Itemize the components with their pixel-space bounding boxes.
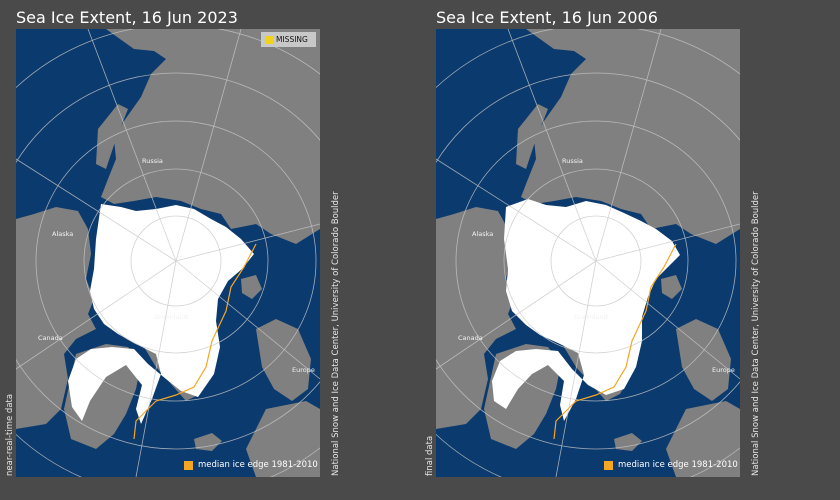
land-europe-south: [246, 401, 320, 477]
region-label-canada: Canada: [458, 334, 483, 342]
region-label-canada: Canada: [38, 334, 63, 342]
land-svalbard: [241, 275, 262, 299]
region-label-europe: Europe: [292, 366, 315, 374]
median-edge-label: median ice edge 1981-2010: [618, 460, 738, 470]
sea-ice: [68, 204, 254, 424]
land-svalbard: [661, 275, 682, 299]
region-label-alaska: Alaska: [52, 230, 73, 238]
map-panel-2006: Sea Ice Extent, 16 Jun 2006: [420, 0, 840, 500]
credit-label: National Snow and Ice Data Center, Unive…: [751, 191, 761, 476]
region-label-alaska: Alaska: [472, 230, 493, 238]
region-label-greenland: Greenland: [154, 313, 188, 321]
land-iceland: [194, 433, 222, 451]
sea-ice-map: Russia Alaska Canada Greenland Europe: [16, 29, 320, 477]
graticule: [16, 29, 320, 477]
data-status-label: near-real-time data: [5, 393, 15, 476]
map-title: Sea Ice Extent, 16 Jun 2023: [16, 8, 238, 27]
land-iceland: [614, 433, 642, 451]
median-edge-label: median ice edge 1981-2010: [198, 460, 318, 470]
credit-label: National Snow and Ice Data Center, Unive…: [331, 191, 341, 476]
region-label-greenland: Greenland: [574, 313, 608, 321]
missing-swatch: [265, 35, 273, 44]
sea-ice: [492, 199, 680, 421]
median-ice-edge: [553, 243, 677, 440]
median-edge-swatch: [184, 460, 193, 470]
region-label-russia: Russia: [142, 157, 163, 165]
data-status-label: final data: [425, 435, 435, 476]
median-edge-legend: median ice edge 1981-2010: [184, 460, 318, 470]
map-title: Sea Ice Extent, 16 Jun 2006: [436, 8, 658, 27]
land-scandinavia: [256, 319, 311, 401]
graticule: [436, 29, 740, 477]
region-label-russia: Russia: [562, 157, 583, 165]
region-label-europe: Europe: [712, 366, 735, 374]
map-panel-2023: Sea Ice Extent, 16 Jun 2023: [5, 8, 341, 477]
land-scandinavia: [676, 319, 731, 401]
sea-ice-map: Russia Alaska Canada Greenland Europe: [436, 29, 740, 477]
land-europe-south: [666, 401, 740, 477]
missing-label: MISSING: [276, 35, 308, 44]
median-ice-edge: [133, 243, 257, 440]
median-edge-legend: median ice edge 1981-2010: [604, 460, 738, 470]
missing-legend: MISSING: [261, 32, 316, 47]
median-edge-swatch: [604, 460, 613, 470]
